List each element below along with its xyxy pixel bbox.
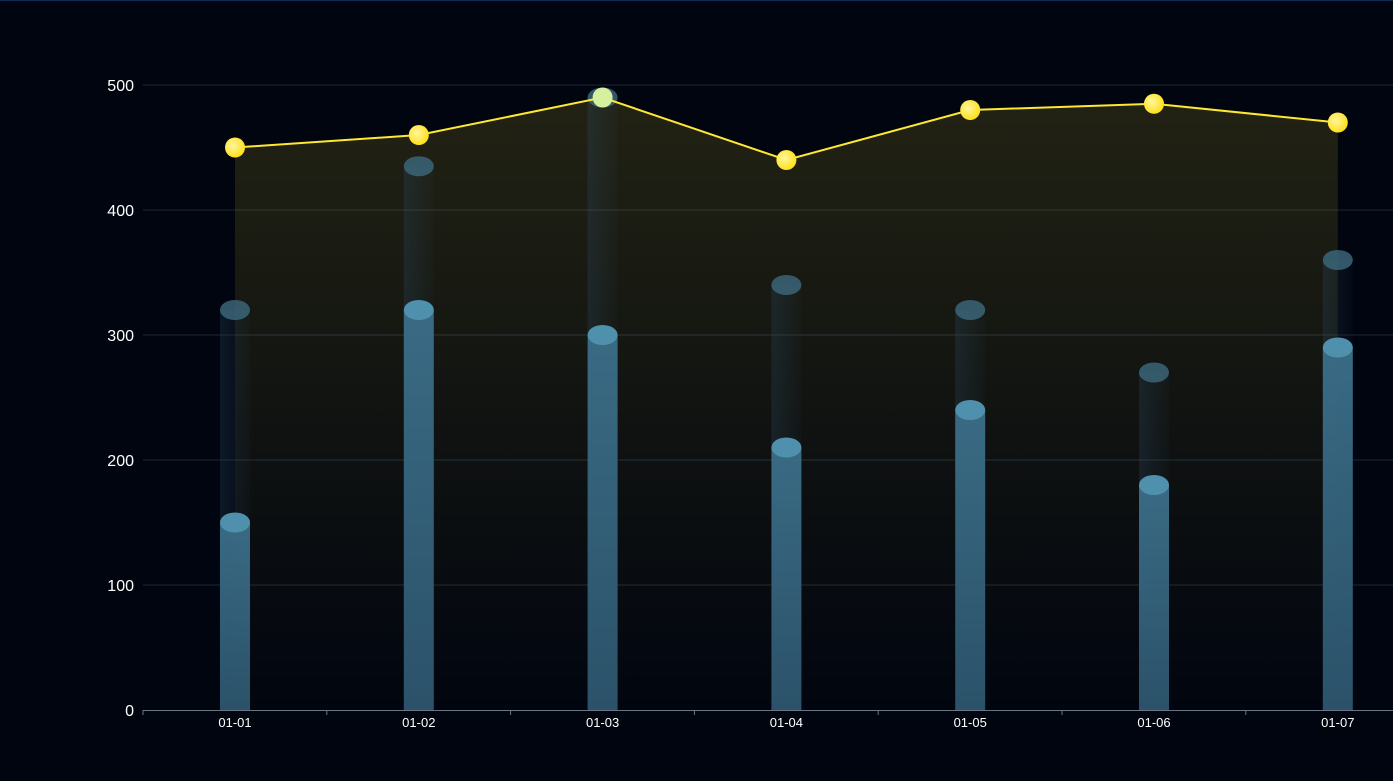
background-bar-cap [771, 275, 802, 295]
line-point[interactable] [1327, 112, 1348, 133]
bar [771, 447, 802, 710]
x-tick-label: 01-06 [1137, 715, 1170, 730]
x-tick-label: 01-03 [586, 715, 619, 730]
y-tick-label: 400 [107, 203, 134, 220]
line-point[interactable] [225, 137, 245, 158]
x-tick-label: 01-04 [770, 715, 803, 730]
x-tick-label: 01-05 [954, 715, 987, 730]
background-bar [1322, 260, 1353, 348]
x-tick-label: 01-07 [1321, 715, 1354, 730]
background-bar-cap [403, 156, 434, 177]
background-bar-cap [955, 300, 986, 320]
y-tick-label: 0 [125, 703, 134, 720]
bars [220, 300, 1353, 710]
bar [1139, 485, 1169, 710]
bar-cap [955, 400, 986, 420]
background-bar-cap [220, 300, 250, 320]
bar [1322, 347, 1353, 710]
y-tick-label: 500 [107, 78, 134, 95]
background-bar [403, 166, 434, 310]
bar-cap [771, 437, 802, 458]
background-bar [220, 310, 250, 523]
bar-cap [403, 300, 434, 320]
background-bar [955, 310, 986, 410]
y-tick-label: 100 [107, 578, 134, 595]
bar [403, 310, 434, 710]
line-point[interactable] [1144, 93, 1164, 114]
line-point[interactable] [960, 100, 981, 120]
bar [220, 522, 250, 710]
bar-cap [1322, 337, 1353, 358]
line-point[interactable] [592, 87, 613, 108]
background-bar [771, 285, 802, 448]
bar-cap [1139, 475, 1169, 495]
y-tick-label: 200 [107, 453, 134, 470]
y-tick-label: 300 [107, 328, 134, 345]
background-bar-cap [1139, 362, 1169, 383]
x-tick-label: 01-01 [218, 715, 251, 730]
line-point[interactable] [408, 125, 429, 145]
x-tick-label: 01-02 [402, 715, 435, 730]
line-series [225, 87, 1348, 170]
axes: 0 100 200 300 400 500 01-01 01-02 01-03 01-04 01-0… [107, 78, 1393, 730]
background-bar [1139, 372, 1169, 485]
bar-cap [587, 325, 618, 345]
bar [587, 335, 618, 710]
background-bars [220, 87, 1353, 523]
background-bar-cap [1322, 250, 1353, 270]
bar [955, 410, 986, 710]
background-bar [587, 97, 618, 335]
bar-cap [220, 512, 250, 533]
line-point[interactable] [776, 150, 797, 170]
